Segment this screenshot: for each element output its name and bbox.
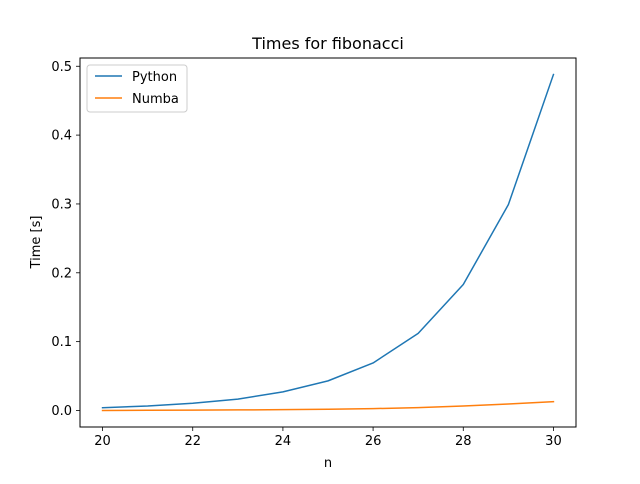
x-tick-label: 28	[455, 434, 472, 449]
legend: Python Numba	[86, 64, 188, 113]
series-layer	[101, 73, 555, 412]
x-tick-label: 20	[94, 434, 111, 449]
y-axis: 0.0 0.1 0.2 0.3 0.4 0.5	[51, 60, 80, 419]
series-line-numba	[101, 400, 555, 412]
chart-title: Times for fibonacci	[251, 34, 404, 53]
series-line-python	[101, 73, 555, 409]
y-tick-label: 0.5	[51, 60, 72, 75]
y-tick-label: 0.2	[51, 266, 72, 281]
y-tick-label: 0.3	[51, 197, 72, 212]
x-axis-label: n	[324, 456, 332, 471]
x-tick-label: 24	[275, 434, 292, 449]
x-tick-label: 22	[184, 434, 201, 449]
x-tick-label: 26	[365, 434, 382, 449]
legend-label-python: Python	[132, 70, 177, 85]
x-axis: 20 22 24 26 28 30	[94, 427, 562, 449]
y-tick-label: 0.0	[51, 404, 72, 419]
plot-frame	[79, 57, 577, 428]
legend-label-numba: Numba	[132, 92, 179, 107]
y-axis-label: Time [s]	[29, 216, 44, 270]
x-tick-label: 30	[545, 434, 562, 449]
y-tick-label: 0.4	[51, 129, 72, 144]
y-tick-label: 0.1	[51, 335, 72, 350]
